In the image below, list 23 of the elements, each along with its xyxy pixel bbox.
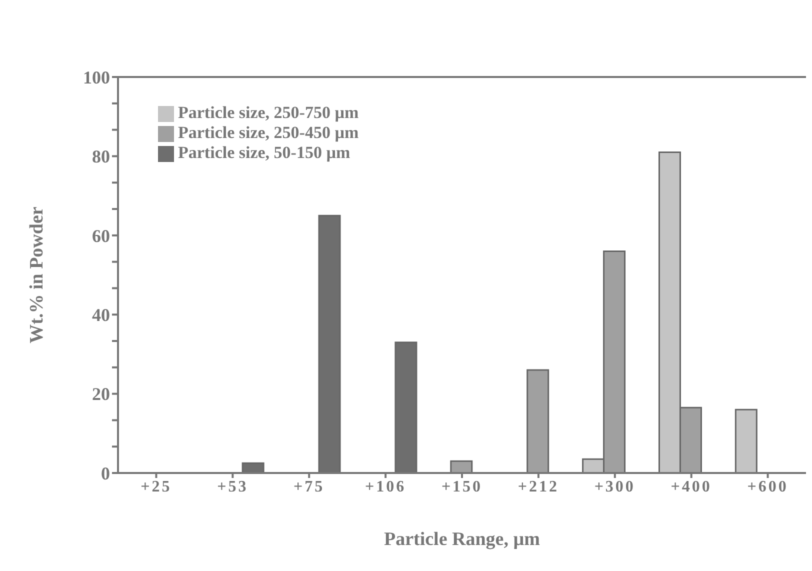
- y-tick-label: 100: [83, 67, 110, 88]
- legend-label: Particle size, 50-150 µm: [178, 143, 350, 162]
- y-tick-label: 40: [92, 304, 110, 325]
- bar: [734, 408, 758, 473]
- x-tick-label: +106: [364, 478, 406, 496]
- x-axis-title: Particle Range, µm: [384, 529, 540, 550]
- y-tick-label: 60: [92, 226, 110, 246]
- legend-label: Particle size, 250-450 µm: [178, 123, 359, 142]
- y-tick-label: 20: [92, 384, 110, 404]
- x-tick-label: +150: [441, 478, 483, 496]
- x-tick-label: +600: [747, 478, 788, 496]
- y-axis-title: Wt.% in Powder: [26, 206, 48, 344]
- bar: [526, 369, 550, 473]
- bar: [450, 460, 473, 473]
- x-tick-label: +53: [217, 478, 248, 496]
- legend-label: Particle size, 250-750 µm: [178, 103, 359, 122]
- x-tick-label: +300: [594, 478, 636, 496]
- x-tick-label: +400: [670, 478, 712, 496]
- y-tick-label: 80: [92, 146, 110, 167]
- x-tick-label: +25: [140, 478, 172, 496]
- x-tick-label: +212: [518, 478, 560, 496]
- y-tick-label: 0: [101, 463, 110, 484]
- x-tick-label: +75: [294, 478, 325, 496]
